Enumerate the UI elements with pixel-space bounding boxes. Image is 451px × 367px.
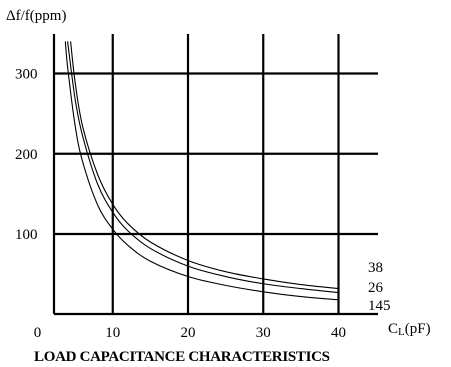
series-line-145 — [64, 41, 339, 301]
x-tick-label-40: 40 — [331, 325, 346, 341]
grid-layer — [54, 34, 378, 314]
labels-layer: 0 10 20 30 40 100 200 300 38 26 145 — [15, 67, 391, 342]
series-line-26 — [70, 41, 339, 290]
x-axis-label-unit: (pF) — [405, 321, 431, 337]
y-tick-label-300: 300 — [15, 67, 38, 83]
x-tick-label-0: 0 — [34, 325, 42, 341]
x-tick-label-30: 30 — [256, 325, 271, 341]
axes-layer — [52, 34, 378, 316]
y-axis-label: Δf/f(ppm) — [6, 8, 66, 24]
series-line-38 — [67, 41, 339, 294]
x-tick-label-10: 10 — [105, 325, 120, 341]
x-tick-label-20: 20 — [181, 325, 196, 341]
series-layer — [64, 41, 339, 301]
y-tick-label-100: 100 — [15, 227, 38, 243]
series-label-145: 145 — [368, 298, 391, 314]
series-label-38: 38 — [368, 260, 383, 276]
chart-title: LOAD CAPACITANCE CHARACTERISTICS — [34, 349, 330, 365]
series-label-26: 26 — [368, 280, 384, 296]
y-tick-label-200: 200 — [15, 147, 38, 163]
x-axis-label-main: C — [388, 321, 398, 337]
x-axis-label: CL(pF) — [388, 321, 431, 338]
x-axis-label-sub: L — [398, 326, 405, 338]
